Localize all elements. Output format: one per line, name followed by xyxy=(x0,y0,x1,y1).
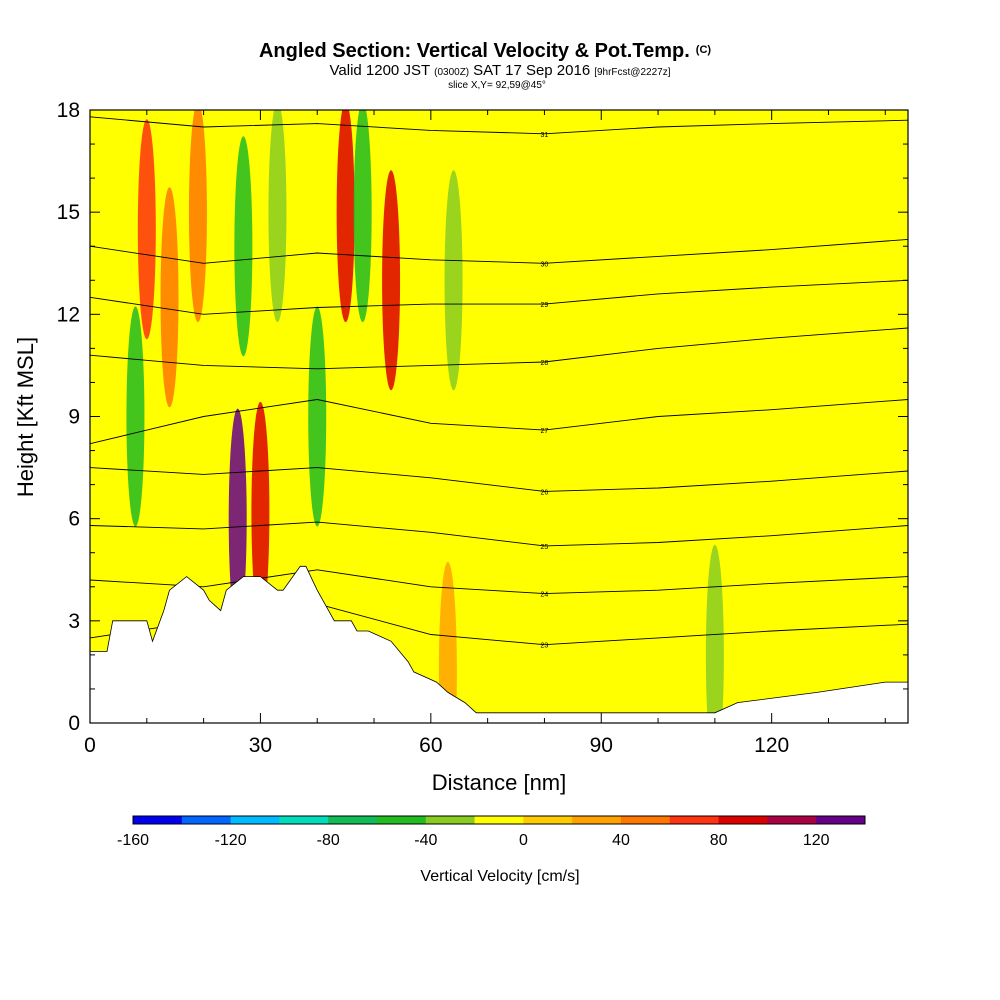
colorbar-swatch xyxy=(816,816,866,824)
y-tick-label: 9 xyxy=(68,406,80,429)
chart-title: Angled Section: Vertical Velocity & Pot.… xyxy=(259,40,711,62)
isentrope-label: 24 xyxy=(541,592,549,599)
x-tick-label: 120 xyxy=(754,734,789,757)
colorbar-swatch xyxy=(181,816,232,824)
y-tick-label: 0 xyxy=(68,712,80,735)
colorbar-tick-label: -80 xyxy=(317,832,340,849)
velocity-feature-8 xyxy=(308,306,327,527)
colorbar-swatch xyxy=(230,816,280,824)
velocity-feature-6 xyxy=(234,136,253,357)
x-tick-label: 30 xyxy=(249,734,272,757)
velocity-feature-1 xyxy=(160,187,179,408)
isentrope-label: 25 xyxy=(541,544,549,551)
y-axis-label: Height [Kft MSL] xyxy=(13,337,38,497)
colorbar-swatch xyxy=(474,816,524,824)
colorbar-swatch xyxy=(718,816,768,824)
colorbar-swatch xyxy=(279,816,329,824)
colorbar-tick-label: -40 xyxy=(414,832,437,849)
colorbar-label: Vertical Velocity [cm/s] xyxy=(420,868,579,885)
velocity-feature-4 xyxy=(228,408,247,629)
colorbar-tick-label: 80 xyxy=(710,832,728,849)
terrain-mask xyxy=(90,565,908,723)
colorbar-tick-label: -160 xyxy=(117,832,149,849)
isentrope-31 xyxy=(90,116,908,135)
colorbar: -160 -120 -80 -40 0 40 80 120 xyxy=(117,815,866,849)
isentrope-28 xyxy=(90,327,908,370)
x-tick-label: 90 xyxy=(590,734,613,757)
chart-subtitle-valid: Valid 1200 JST (0300Z) SAT 17 Sep 2016 [9hr… xyxy=(330,62,671,79)
colorbar-swatch xyxy=(621,816,671,824)
colorbar-frame xyxy=(132,815,866,825)
y-tick-label: 3 xyxy=(68,610,80,633)
colorbar-swatch xyxy=(425,816,476,824)
colorbar-swatch xyxy=(669,816,720,824)
velocity-feature-3 xyxy=(126,306,145,527)
isentrope-label: 30 xyxy=(541,261,549,268)
isentrope-30 xyxy=(90,238,908,264)
isentrope-label: 23 xyxy=(541,643,549,650)
colorbar-tick-label: 40 xyxy=(612,832,630,849)
velocity-feature-0 xyxy=(137,119,156,340)
isentrope-label: 31 xyxy=(541,132,549,139)
colorbar-swatch xyxy=(523,816,573,824)
colorbar-swatch xyxy=(377,816,427,824)
isentrope-label: 26 xyxy=(541,489,549,496)
y-tick-label: 18 xyxy=(57,99,80,122)
isentrope-27 xyxy=(90,399,908,445)
velocity-feature-12 xyxy=(444,170,463,391)
velocity-feature-13 xyxy=(438,561,457,723)
y-tick-label: 15 xyxy=(57,201,80,224)
colorbar-swatch xyxy=(767,816,817,824)
velocity-fill-layer xyxy=(126,110,724,723)
colorbar-tick-label: 0 xyxy=(519,832,528,849)
isentrope-label: 27 xyxy=(541,428,549,435)
y-tick-label: 6 xyxy=(68,508,80,531)
x-axis-label: Distance [nm] xyxy=(432,770,567,795)
isentrope-26 xyxy=(90,467,908,492)
isentrope-24 xyxy=(90,569,908,595)
x-tick-label: 60 xyxy=(419,734,442,757)
velocity-feature-14 xyxy=(705,544,724,723)
isentrope-29 xyxy=(90,279,908,315)
colorbar-tick-label: -120 xyxy=(215,832,247,849)
velocity-feature-7 xyxy=(268,110,287,323)
colorbar-tick-label: 120 xyxy=(803,832,830,849)
colorbar-swatch xyxy=(572,816,622,824)
y-tick-label: 12 xyxy=(57,303,80,326)
colorbar-swatch xyxy=(133,816,183,824)
velocity-feature-5 xyxy=(251,401,270,622)
isentrope-label: 28 xyxy=(541,360,549,367)
velocity-feature-10 xyxy=(353,110,372,323)
isentrope-label: 29 xyxy=(541,302,549,309)
y-axis: 0 3 6 9 12 15 18 xyxy=(57,99,908,735)
isentrope-25 xyxy=(90,521,908,547)
velocity-feature-2 xyxy=(188,110,207,323)
chart-subtitle-slice: slice X,Y= 92,59@45° xyxy=(448,80,546,91)
colorbar-swatch xyxy=(328,816,378,824)
velocity-feature-11 xyxy=(382,170,401,391)
x-tick-label: 0 xyxy=(84,734,96,757)
velocity-feature-9 xyxy=(336,110,355,323)
x-axis: 0 30 60 90 120 xyxy=(84,110,886,757)
